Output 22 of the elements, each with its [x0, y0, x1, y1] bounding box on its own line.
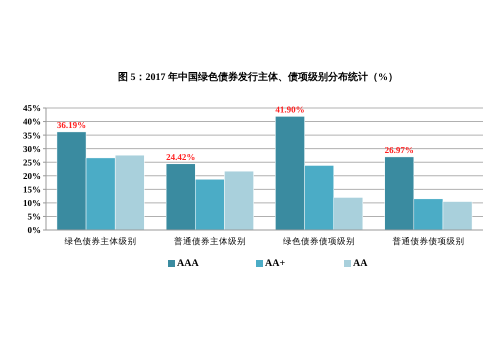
x-tick-label: 绿色债券主体级别: [64, 236, 137, 246]
legend-label: AAA: [177, 258, 200, 269]
chart-title: 图 5：2017 年中国绿色债券发行主体、债项级别分布统计（%）: [118, 71, 398, 83]
x-tick-label: 绿色债券债项级别: [283, 236, 356, 246]
y-tick-label: 35%: [23, 130, 41, 140]
y-tick-label: 40%: [23, 116, 41, 127]
legend-label: AA: [353, 258, 368, 269]
y-tick-label: 25%: [23, 157, 41, 168]
legend-label: AA+: [265, 258, 286, 269]
y-tick-label: 5%: [28, 212, 41, 222]
data-label: 36.19%: [56, 120, 86, 130]
y-tick-label: 15%: [23, 184, 41, 194]
x-tick-label: 普通债券主体级别: [174, 236, 246, 246]
y-tick-label: 20%: [23, 170, 41, 181]
y-tick-label: 0%: [28, 225, 41, 236]
y-tick-label: 45%: [23, 103, 41, 114]
data-label: 26.97%: [384, 144, 414, 155]
data-label: 41.90%: [275, 104, 305, 114]
x-tick-label: 普通债券债项级别: [392, 236, 464, 246]
y-tick-label: 10%: [23, 198, 41, 208]
y-tick-label: 30%: [23, 144, 41, 154]
data-label: 24.42%: [166, 152, 196, 162]
